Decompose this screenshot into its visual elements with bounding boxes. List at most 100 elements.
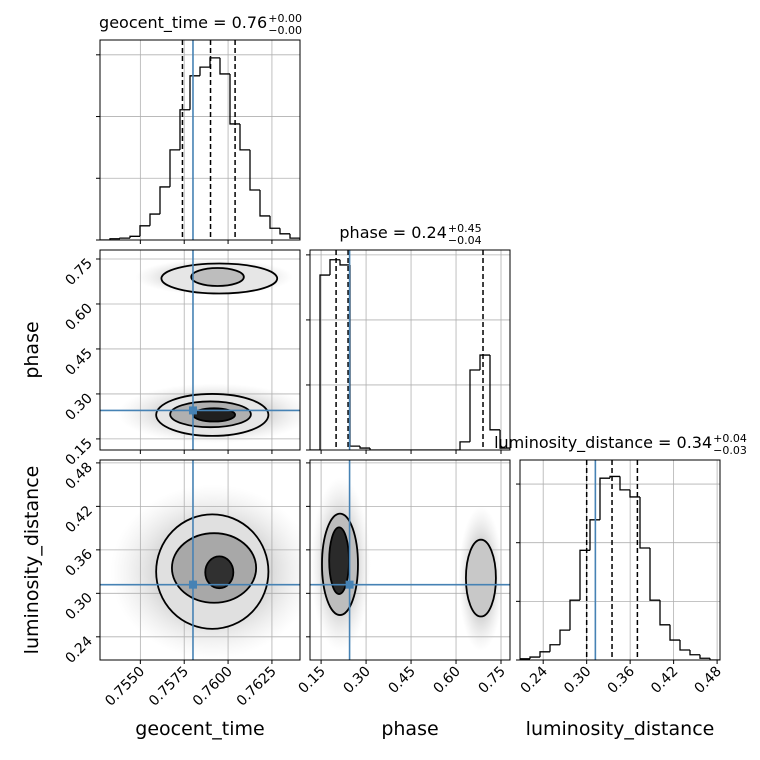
panel-frame — [99, 39, 301, 241]
x-tick-label: 0.7575 — [146, 664, 192, 710]
histogram-bin — [259, 190, 270, 217]
panel — [96, 39, 301, 244]
histogram-bin — [359, 446, 370, 449]
title-text: geocent_time = 0.76 — [99, 13, 267, 33]
histogram-bin — [659, 600, 670, 626]
y-tick-label: 0.60 — [62, 300, 95, 333]
x-tick-label: 0.24 — [518, 663, 551, 696]
panel-frame — [309, 249, 511, 451]
histogram-bin — [679, 640, 690, 651]
panel-frame — [99, 249, 301, 451]
panel-title: geocent_time = 0.76 — [99, 13, 267, 33]
histogram-bin — [709, 658, 720, 660]
histogram-bin — [119, 237, 130, 239]
panel-frame — [519, 459, 721, 661]
histogram-bin — [489, 355, 501, 431]
x-tick-label: 0.42 — [648, 664, 681, 697]
panel: 0.150.300.450.600.75 — [62, 249, 301, 469]
y-tick-label: 0.48 — [62, 459, 95, 492]
density-contour — [204, 555, 235, 590]
histogram-bin — [639, 496, 650, 549]
histogram-bin — [539, 651, 550, 658]
histogram-bin — [319, 274, 330, 450]
x-tick-label: 0.75 — [475, 664, 508, 697]
title-lower: −0.03 — [713, 444, 747, 457]
title-text: phase = 0.24 — [339, 223, 446, 242]
histogram-bin — [169, 149, 180, 187]
histogram-bin — [159, 186, 170, 215]
histogram-bin — [569, 599, 580, 631]
y-tick-label: 0.75 — [62, 256, 95, 289]
histogram-bin — [189, 75, 200, 110]
histogram-bin — [699, 654, 710, 659]
panel: 0.24 0.30 0.36 0.42 0.48 — [516, 459, 725, 697]
histogram-bin — [149, 213, 160, 226]
plot-area — [520, 460, 720, 660]
x-tick-label: 0.7625 — [234, 664, 280, 710]
x-tick-label: 0.15 — [296, 664, 329, 697]
histogram-bin — [689, 650, 700, 656]
x-axis-label: geocent_time — [135, 718, 264, 740]
panel-title: phase = 0.24 — [339, 223, 446, 242]
title-lower: −0.00 — [268, 24, 302, 37]
y-axis-label: luminosity_distance — [21, 466, 43, 655]
y-tick-label: 0.42 — [62, 503, 95, 536]
histogram-bin — [459, 441, 470, 450]
x-axis-label: luminosity_distance — [526, 718, 715, 740]
histogram-bin — [469, 369, 481, 442]
histogram-bin — [619, 476, 630, 491]
histogram-bin — [609, 475, 620, 479]
title-upper: +0.00 — [268, 12, 302, 25]
panel-title: luminosity_distance = 0.34 — [494, 433, 712, 453]
histogram-bin — [179, 109, 190, 150]
histogram-bin — [529, 656, 540, 659]
title-text: luminosity_distance = 0.34 — [494, 433, 712, 453]
truth-point — [188, 406, 197, 415]
truth-point — [188, 580, 197, 589]
histogram-bin — [629, 489, 640, 498]
x-tick-label: 0.7600 — [190, 664, 236, 710]
histogram-bin — [349, 264, 361, 447]
histogram-bin — [279, 228, 290, 235]
plot-area — [100, 250, 300, 450]
plot-area — [100, 40, 300, 240]
plot-area — [310, 250, 510, 450]
x-tick-label: 0.7550 — [102, 664, 148, 710]
histogram-bin — [329, 259, 341, 276]
histogram-bin — [499, 429, 510, 450]
histogram-bin — [139, 225, 150, 237]
histogram-bin — [669, 624, 680, 641]
histogram-bin — [479, 354, 490, 370]
x-tick-label: 0.48 — [692, 664, 725, 697]
y-axis-label: phase — [21, 321, 43, 378]
panel-frame — [99, 459, 301, 661]
x-tick-label: 0.60 — [430, 664, 463, 697]
histogram-bin — [219, 57, 230, 75]
density-contour — [190, 267, 245, 287]
density-contour — [465, 538, 497, 618]
plot-area — [310, 460, 510, 660]
x-tick-label: 0.30 — [561, 664, 594, 697]
histogram-bin — [549, 644, 560, 652]
title-upper: +0.45 — [448, 222, 482, 235]
x-tick-label: 0.36 — [605, 663, 638, 696]
histogram-bin — [599, 477, 610, 520]
histogram-bin — [369, 448, 381, 450]
histogram-bin — [589, 519, 600, 551]
y-tick-label: 0.45 — [62, 345, 95, 378]
histogram-bin — [229, 73, 240, 125]
y-tick-label: 0.36 — [62, 546, 95, 579]
histogram-bin — [239, 123, 250, 151]
panel — [306, 249, 511, 454]
histogram-bin — [199, 66, 210, 76]
truth-point — [345, 580, 354, 589]
panel-frame — [309, 459, 511, 661]
histogram-bin — [129, 235, 140, 239]
title-lower: −0.04 — [448, 234, 482, 247]
histogram-bin — [649, 547, 660, 601]
y-tick-label: 0.30 — [62, 590, 95, 623]
histogram-bin — [520, 658, 530, 660]
